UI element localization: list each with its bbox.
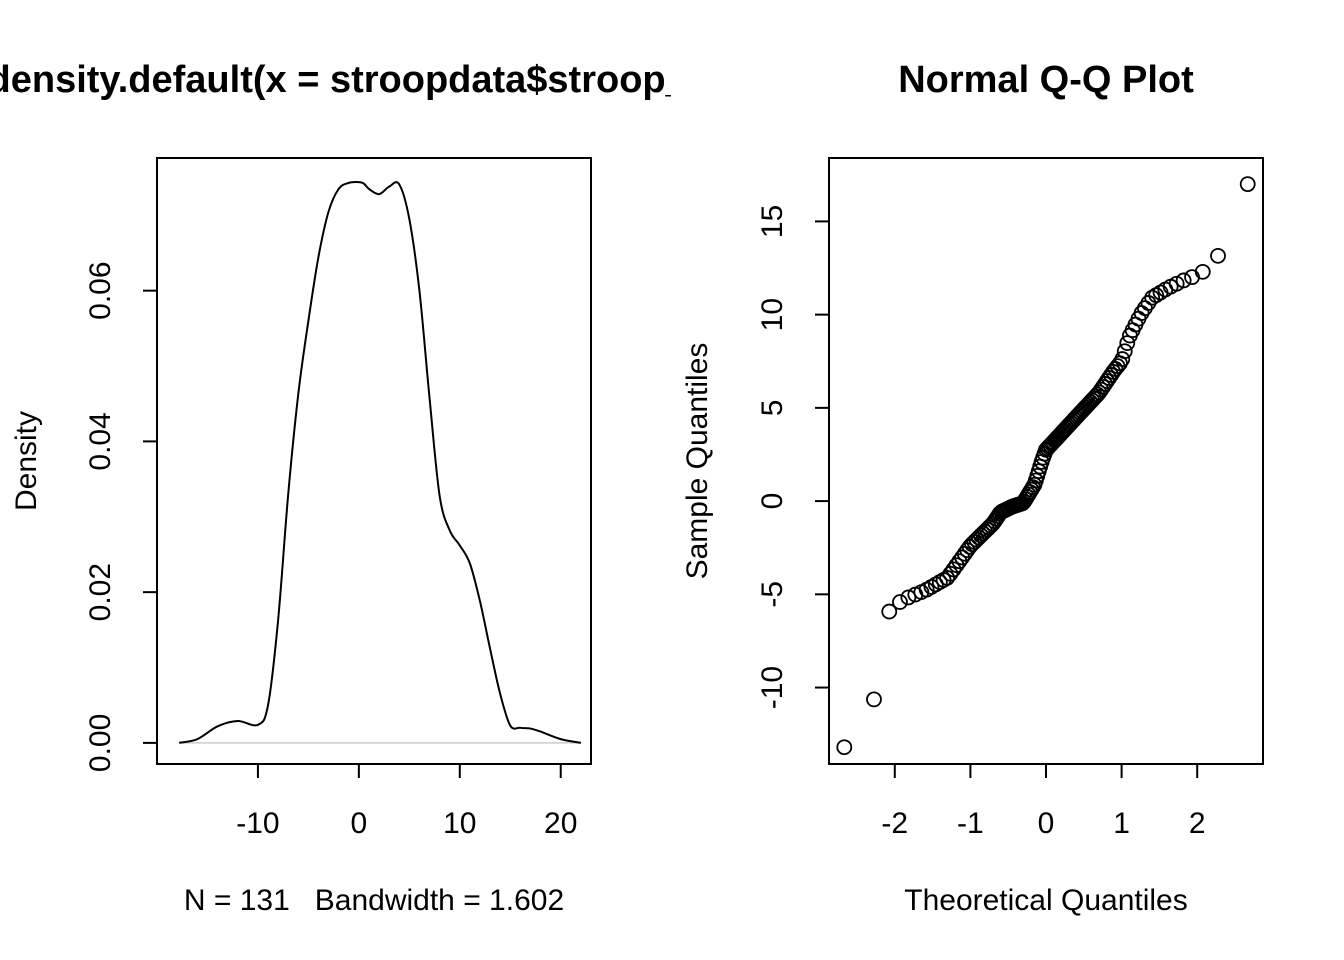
qq-point xyxy=(1168,275,1185,292)
density-x-tick-label: 10 xyxy=(443,807,476,840)
qq-point xyxy=(1116,343,1133,360)
qq-y-tick-label: 15 xyxy=(756,205,789,238)
density-y-axis: 0.00 0.02 0.04 0.06 xyxy=(84,261,158,772)
density-title: density.default(x = stroopdata$stroop_di… xyxy=(0,59,758,101)
qq-point xyxy=(892,594,908,610)
qq-x-tick-label: 1 xyxy=(1113,807,1130,840)
qq-point xyxy=(948,557,965,574)
qq-x-tick-label: 0 xyxy=(1038,807,1055,840)
density-panel: density.default(x = stroopdata$stroop_di… xyxy=(0,59,758,917)
qq-y-tick-label: 10 xyxy=(756,298,789,331)
qq-point xyxy=(1194,263,1211,280)
qq-point xyxy=(881,603,898,620)
qq-point xyxy=(945,561,962,578)
density-x-tick-label: -10 xyxy=(236,807,279,840)
qq-point xyxy=(1210,247,1226,264)
qq-point xyxy=(1239,176,1256,193)
density-plot-frame xyxy=(156,157,592,765)
qq-y-tick-label: 0 xyxy=(756,493,789,510)
qq-y-axis: -10 -5 0 5 10 15 xyxy=(756,205,830,709)
qq-title: Normal Q-Q Plot xyxy=(898,59,1194,101)
qq-point xyxy=(1175,272,1192,289)
density-x-label: N = 131 Bandwidth = 1.602 xyxy=(184,884,564,917)
qq-point xyxy=(900,589,917,606)
density-y-label: Density xyxy=(10,411,43,511)
density-x-tick-label: 0 xyxy=(351,807,368,840)
qq-point xyxy=(866,691,882,708)
density-y-tick-label: 0.00 xyxy=(84,714,117,772)
qq-y-tick-label: -5 xyxy=(756,581,789,608)
qq-x-label: Theoretical Quantiles xyxy=(904,884,1187,917)
density-x-axis: -10 0 10 20 xyxy=(236,763,577,840)
qq-x-tick-label: -2 xyxy=(881,807,908,840)
qq-x-tick-label: -1 xyxy=(957,807,984,840)
qq-point xyxy=(1119,335,1136,351)
qq-point xyxy=(836,739,853,756)
qq-y-tick-label: 5 xyxy=(756,400,789,417)
density-y-tick-label: 0.06 xyxy=(84,261,117,319)
qq-y-tick-label: -10 xyxy=(756,666,789,709)
qq-y-label: Sample Quantiles xyxy=(681,343,714,580)
qq-points xyxy=(836,176,1256,756)
density-x-tick-label: 20 xyxy=(544,807,577,840)
qq-point xyxy=(1114,351,1131,367)
qq-point xyxy=(1144,289,1161,306)
qq-x-tick-label: 2 xyxy=(1189,807,1206,840)
density-curve xyxy=(179,181,582,744)
qq-x-axis: -2 -1 0 1 2 xyxy=(881,763,1206,840)
density-y-tick-label: 0.04 xyxy=(84,412,117,470)
density-y-tick-label: 0.02 xyxy=(84,563,117,621)
